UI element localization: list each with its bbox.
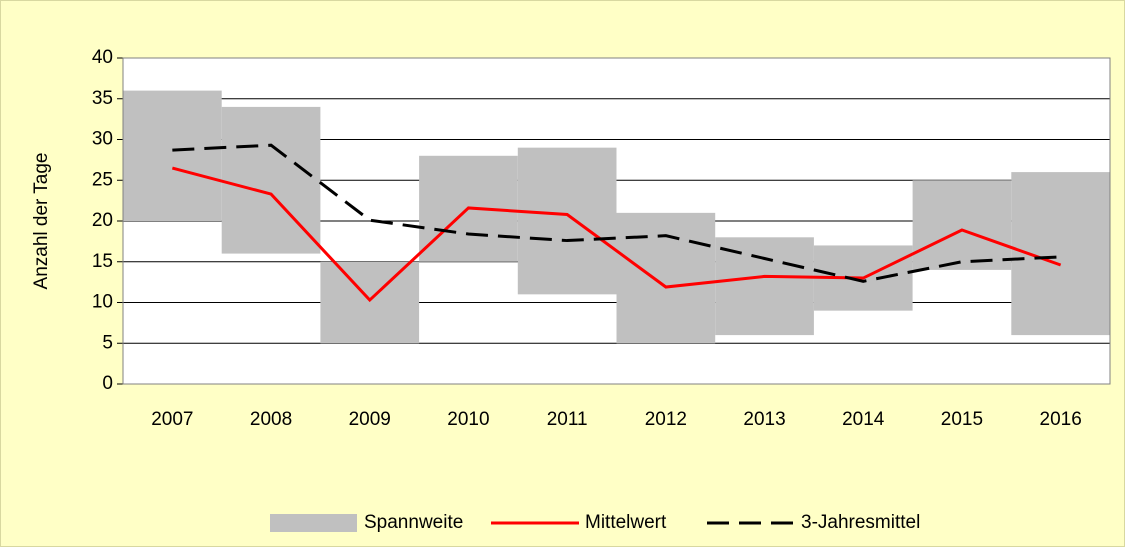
x-tick-label: 2014 bbox=[842, 409, 885, 430]
x-tick-label: 2007 bbox=[151, 409, 193, 430]
y-tick-label: 40 bbox=[92, 47, 113, 68]
legend-label: Spannweite bbox=[364, 512, 463, 533]
line-series bbox=[171, 166, 1062, 303]
line-series bbox=[172, 143, 1061, 283]
legend-label: 3-Jahresmittel bbox=[801, 512, 920, 533]
y-tick-label: 35 bbox=[92, 88, 113, 109]
x-tick-label: 2016 bbox=[1040, 409, 1082, 430]
x-tick-label: 2010 bbox=[447, 409, 489, 430]
plot-border bbox=[122, 57, 1111, 385]
range-bar bbox=[715, 237, 814, 336]
range-bar bbox=[123, 90, 222, 221]
range-bar bbox=[912, 180, 1012, 270]
x-tick-label: 2011 bbox=[547, 409, 588, 430]
x-tick-label: 2009 bbox=[349, 409, 391, 430]
legend-swatch bbox=[270, 514, 357, 532]
y-tick-label: 10 bbox=[92, 292, 113, 313]
range-bar bbox=[517, 147, 617, 295]
y-tick-label: 30 bbox=[92, 129, 113, 150]
y-tick-label: 25 bbox=[92, 169, 113, 190]
x-tick-label: 2012 bbox=[645, 409, 687, 430]
range-bar bbox=[616, 212, 716, 344]
y-tick-label: 20 bbox=[92, 210, 113, 231]
legend-label: Mittelwert bbox=[585, 512, 667, 533]
x-tick-label: 2013 bbox=[743, 409, 785, 430]
range-bar bbox=[320, 261, 420, 344]
y-tick-label: 0 bbox=[102, 373, 113, 394]
y-axis-label: Anzahl der Tage bbox=[31, 153, 52, 290]
y-tick-label: 15 bbox=[92, 251, 113, 272]
y-tick-label: 5 bbox=[102, 332, 113, 353]
x-tick-label: 2008 bbox=[250, 409, 292, 430]
x-tick-label: 2015 bbox=[941, 409, 983, 430]
